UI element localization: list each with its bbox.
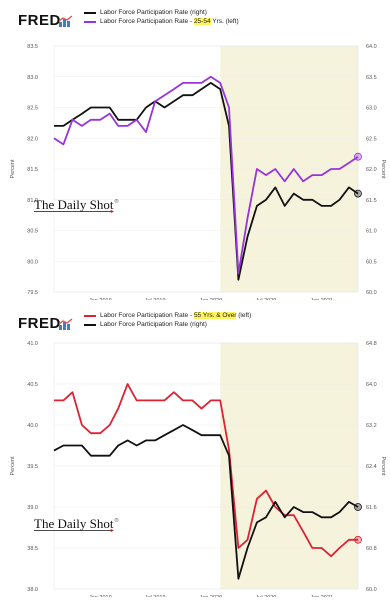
series-end-marker xyxy=(354,535,362,544)
chart-legend: Labor Force Participation Rate - 55 Yrs.… xyxy=(84,311,251,329)
left-tick-label: 81.5 xyxy=(27,167,38,173)
legend-item: Labor Force Participation Rate - 55 Yrs.… xyxy=(84,311,251,320)
x-tick-label: Jan 2021 xyxy=(310,595,333,597)
legend-label: Labor Force Participation Rate - 55 Yrs.… xyxy=(100,312,252,319)
line-chart-bottom: 41.0 40.5 40.0 39.5 39.0 38.5 38.0 64.8 64.0 63.2… xyxy=(10,341,386,597)
left-tick-label: 83.0 xyxy=(27,75,38,81)
right-tick-label: 64.8 xyxy=(366,341,377,347)
x-tick-label: Jan 2020 xyxy=(200,298,223,300)
line-chart-top: 83.5 83.0 82.5 82.0 81.5 81.0 80.5 80.0 79.5 64.0… xyxy=(10,44,386,300)
x-tick-label: Jan 2019 xyxy=(89,595,112,597)
right-axis-title: Percent xyxy=(380,457,386,476)
left-tick-label: 81.0 xyxy=(27,198,38,204)
right-tick-label: 62.5 xyxy=(366,136,377,142)
x-tick-label: Jul 2020 xyxy=(256,595,277,597)
right-tick-label: 62.4 xyxy=(366,464,377,470)
right-tick-label: 60.0 xyxy=(366,587,377,593)
fred-logo-icon xyxy=(58,318,73,330)
right-tick-label: 63.2 xyxy=(366,423,377,429)
legend-swatch xyxy=(84,20,96,23)
left-tick-label: 82.0 xyxy=(27,136,38,142)
right-tick-label: 64.0 xyxy=(366,382,377,388)
left-tick-label: 41.0 xyxy=(27,341,38,347)
watermark: The Daily Shot xyxy=(34,516,114,531)
left-tick-label: 80.0 xyxy=(27,259,38,265)
right-tick-label: 60.5 xyxy=(366,259,377,265)
watermark: The Daily Shot xyxy=(34,197,114,212)
right-tick-label: 61.6 xyxy=(366,505,377,511)
series-end-marker xyxy=(354,152,362,161)
x-tick-label: Jul 2019 xyxy=(145,595,166,597)
x-tick-label: Jan 2019 xyxy=(89,298,112,300)
right-tick-label: 63.0 xyxy=(366,106,377,112)
series-line xyxy=(53,424,359,580)
chart-legend: Labor Force Participation Rate (right) L… xyxy=(84,8,239,26)
left-tick-label: 38.0 xyxy=(27,587,38,593)
legend-label: Labor Force Participation Rate (right) xyxy=(100,321,207,328)
legend-label: Labor Force Participation Rate (right) xyxy=(100,9,207,16)
legend-item: Labor Force Participation Rate (right) xyxy=(84,320,251,329)
right-tick-label: 60.0 xyxy=(366,290,377,296)
x-tick-label: Jan 2020 xyxy=(200,595,223,597)
legend-item: Labor Force Participation Rate (right) xyxy=(84,8,239,17)
legend-swatch xyxy=(84,11,96,14)
fred-logo: FRED xyxy=(18,315,61,332)
right-tick-label: 61.0 xyxy=(366,229,377,235)
watermark-mark: ® xyxy=(114,517,118,524)
left-axis-title: Percent xyxy=(10,456,16,475)
left-tick-label: 83.5 xyxy=(27,44,38,50)
left-tick-label: 39.0 xyxy=(27,505,38,511)
left-tick-label: 79.5 xyxy=(27,290,38,296)
chart-header: FRED Labor Force Participation Rate - 55… xyxy=(10,309,380,337)
left-tick-label: 80.5 xyxy=(27,229,38,235)
chart-panel-bottom: FRED Labor Force Participation Rate - 55… xyxy=(0,303,390,600)
series-end-marker xyxy=(354,189,362,198)
legend-swatch xyxy=(84,323,96,326)
right-tick-label: 60.8 xyxy=(366,546,377,552)
left-tick-label: 40.5 xyxy=(27,382,38,388)
watermark-mark: ® xyxy=(114,198,118,205)
left-axis-title: Percent xyxy=(10,159,16,178)
fred-logo: FRED xyxy=(18,12,61,29)
left-tick-label: 38.5 xyxy=(27,546,38,552)
right-tick-label: 61.5 xyxy=(366,198,377,204)
chart-header: FRED Labor Force Participation Rate (rig… xyxy=(10,6,380,34)
x-tick-label: Jul 2020 xyxy=(256,298,277,300)
fred-logo-icon xyxy=(58,15,73,27)
legend-label: Labor Force Participation Rate - 25-54 Y… xyxy=(100,18,239,25)
x-tick-label: Jan 2021 xyxy=(310,298,333,300)
series-line xyxy=(54,82,359,281)
series-end-marker xyxy=(354,503,362,511)
right-tick-label: 63.5 xyxy=(366,75,377,81)
left-tick-label: 40.0 xyxy=(27,423,38,429)
legend-swatch xyxy=(84,314,96,317)
x-tick-label: Jul 2019 xyxy=(145,298,166,300)
left-tick-label: 82.5 xyxy=(27,106,38,112)
series-line xyxy=(53,75,359,275)
series-line xyxy=(54,383,358,558)
watermark-dot xyxy=(110,210,113,213)
right-axis-title: Percent xyxy=(380,160,386,179)
legend-item: Labor Force Participation Rate - 25-54 Y… xyxy=(84,17,239,26)
watermark-dot xyxy=(110,529,113,532)
right-tick-label: 62.0 xyxy=(366,167,377,173)
chart-panel-top: FRED Labor Force Participation Rate (rig… xyxy=(10,6,386,300)
left-tick-label: 39.5 xyxy=(27,464,38,470)
right-tick-label: 64.0 xyxy=(366,44,377,50)
